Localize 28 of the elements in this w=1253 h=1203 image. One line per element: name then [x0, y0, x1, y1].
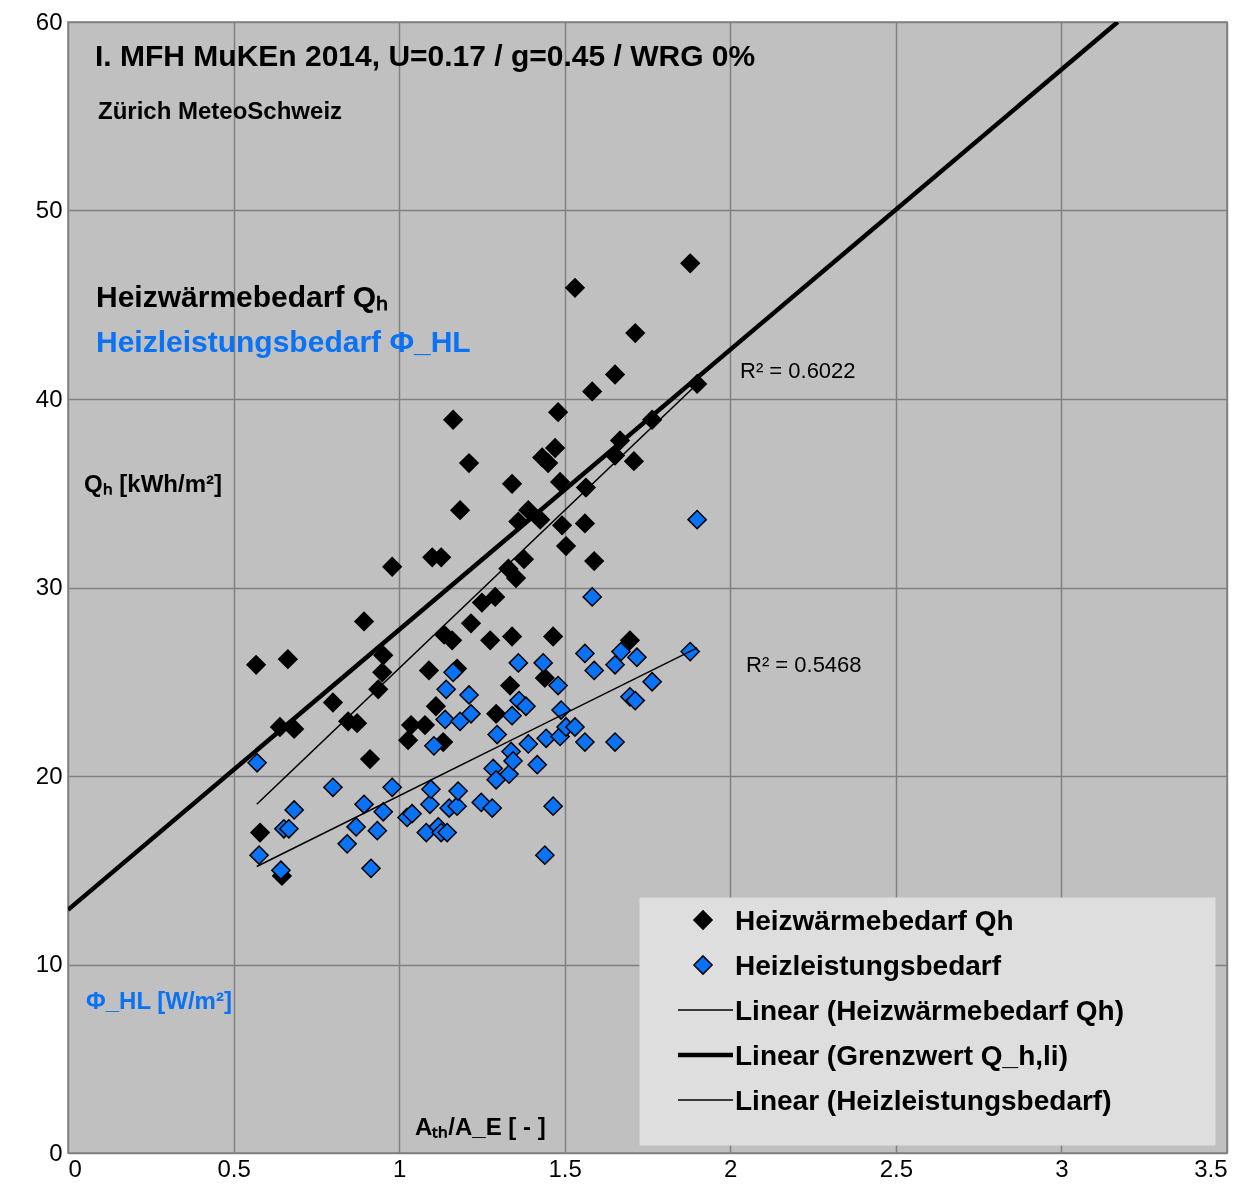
annotation: R² = 0.5468: [746, 652, 862, 677]
x-tick-label: 0: [68, 1154, 82, 1182]
annotation: Heizwärmebedarf Qₕ: [96, 280, 389, 313]
text: I. MFH MuKEn 2014, U=0.17 / g=0.45 / WRG 0%: [95, 39, 756, 72]
x-tick-label: 3.5: [1194, 1154, 1228, 1182]
y-tick-label: 60: [35, 7, 63, 35]
legend-label: Heizwärmebedarf Qh: [735, 905, 1014, 936]
legend-label: Linear (Heizwärmebedarf Qh): [735, 995, 1124, 1026]
annotation: Heizleistungsbedarf Φ_HL: [96, 325, 471, 358]
x-tick-label: 3: [1055, 1154, 1069, 1182]
annotation: Φ_HL [W/m²]: [86, 987, 232, 1014]
legend-label: Linear (Grenzwert Q_h,li): [735, 1040, 1068, 1071]
legend-label: Linear (Heizleistungsbedarf): [735, 1085, 1112, 1116]
y-axis-title: Qₕ [kWh/m²]: [84, 470, 222, 497]
x-axis-title: Aₜₕ/A_E [ - ]: [415, 1113, 546, 1140]
legend-label: Heizleistungsbedarf: [735, 950, 1002, 981]
y-tick-label: 30: [35, 573, 63, 600]
x-tick-label: 2.5: [879, 1154, 914, 1182]
text: Zürich MeteoSchweiz: [98, 97, 343, 124]
y-tick-label: 20: [35, 761, 63, 789]
x-tick-label: 1: [392, 1154, 407, 1182]
annotation: R² = 0.6022: [740, 358, 856, 383]
x-tick-label: 1.5: [548, 1154, 582, 1182]
x-tick-label: 2: [724, 1154, 738, 1182]
y-tick-label: 50: [35, 196, 63, 223]
y-tick-label: 10: [35, 950, 63, 977]
y-tick-label: 40: [35, 384, 63, 412]
x-tick-label: 0.5: [217, 1154, 251, 1182]
